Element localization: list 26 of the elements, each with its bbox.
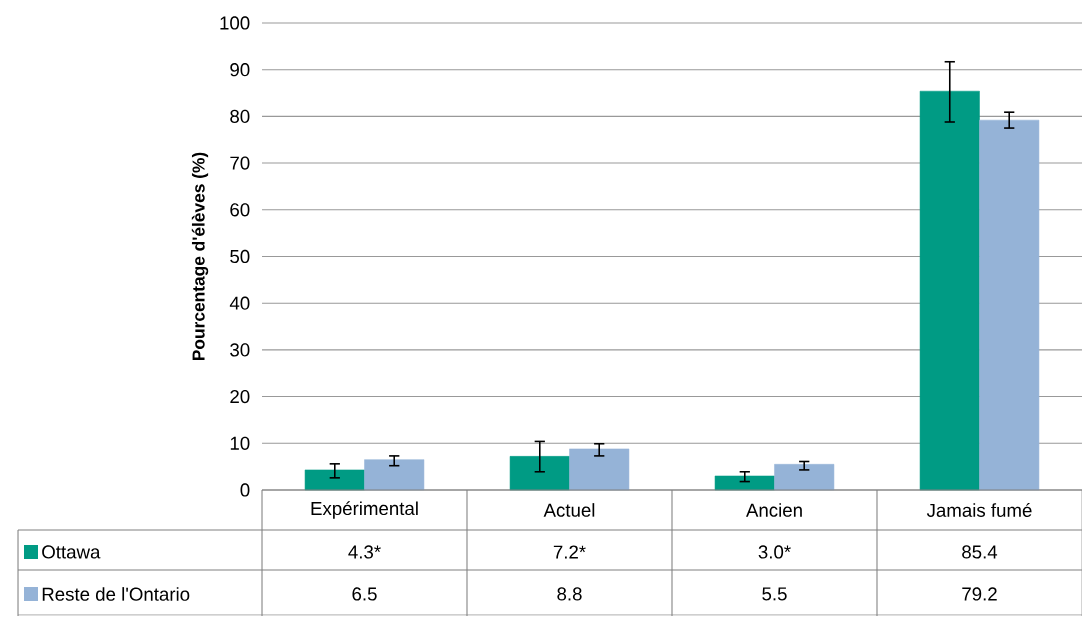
y-tick-label: 80 — [230, 109, 250, 124]
data-label: 6.5 — [352, 587, 377, 601]
y-tick-label: 50 — [230, 249, 250, 264]
legend-label: Ottawa — [42, 545, 101, 559]
data-label: 85.4 — [962, 545, 998, 559]
data-label: 3.0* — [758, 545, 791, 559]
y-tick-label: 10 — [230, 436, 250, 450]
y-tick-label: 0 — [240, 483, 250, 497]
x-tick-label: Jamais fumé — [926, 503, 1032, 517]
legend-label: Reste de l'Ontario — [42, 587, 190, 601]
y-tick-label: 20 — [230, 389, 250, 404]
x-tick-label: Actuel — [543, 503, 595, 517]
data-label: 5.5 — [762, 587, 787, 601]
y-tick-label: 100 — [220, 16, 250, 30]
data-label: 7.2* — [553, 545, 586, 559]
y-tick-label: 70 — [230, 156, 250, 170]
x-tick-label: Expérimental — [311, 501, 418, 519]
y-axis-title: Pourcentage d'élèves (%) — [191, 152, 209, 360]
y-tick-label: 40 — [229, 296, 250, 310]
y-tick-label: 60 — [230, 203, 250, 217]
data-label: 8.8 — [557, 587, 582, 601]
x-tick-label: Ancien — [746, 503, 802, 517]
data-label: 4.3* — [348, 545, 381, 559]
y-tick-label: 90 — [230, 63, 250, 77]
data-label: 79.2 — [962, 587, 997, 601]
y-tick-label: 30 — [230, 343, 250, 357]
